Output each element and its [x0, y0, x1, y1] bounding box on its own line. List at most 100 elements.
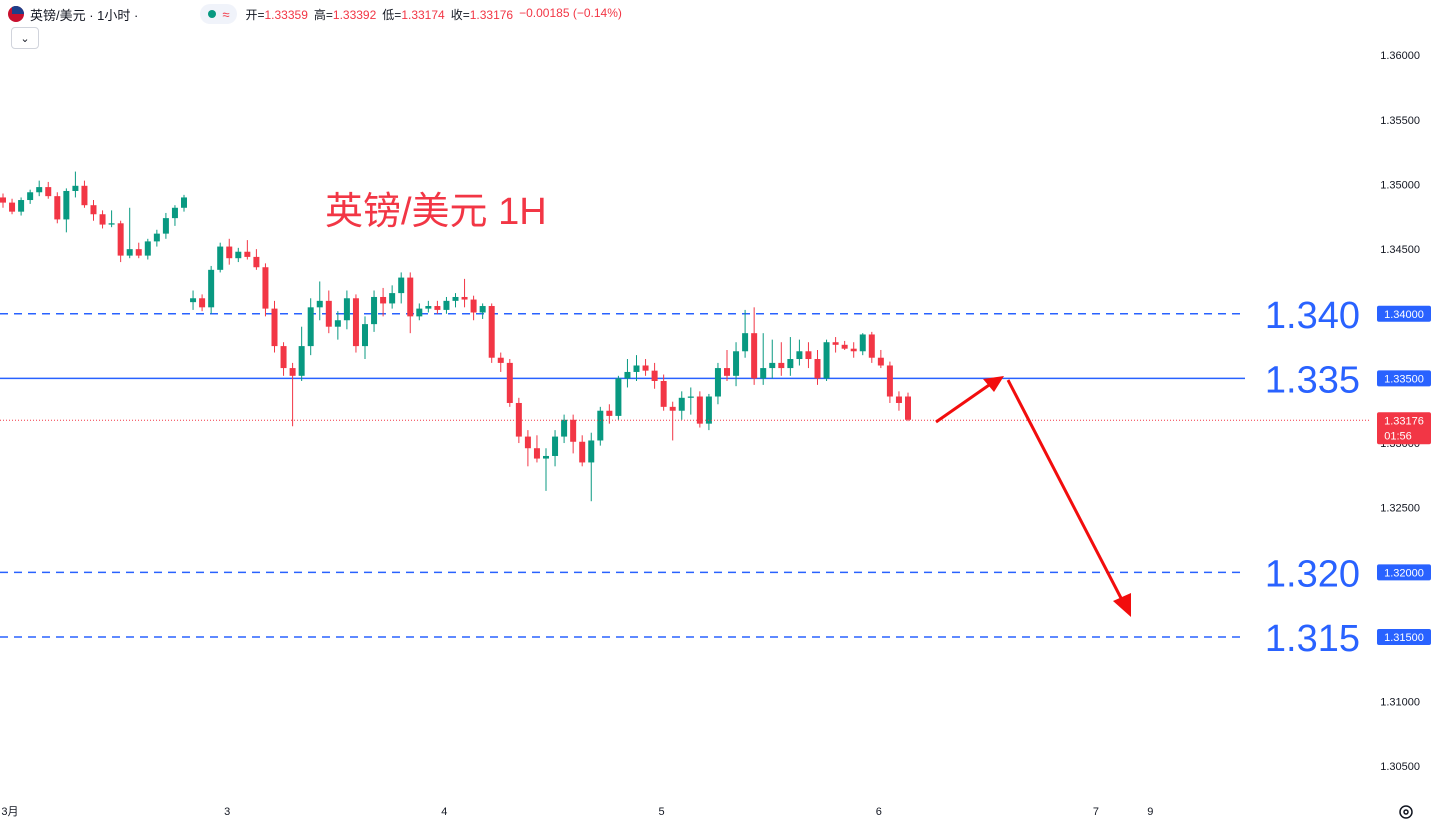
chart-title: 英镑/美元 1H — [325, 191, 547, 233]
candle-body — [389, 293, 396, 304]
candle-body — [714, 368, 721, 397]
candle-body — [579, 441, 586, 463]
candle-body — [796, 351, 803, 360]
candle-body — [669, 406, 676, 411]
candle-body — [334, 320, 341, 327]
candle-body — [461, 296, 468, 300]
countdown-timer: 01:56 — [1384, 430, 1412, 442]
candle-body — [561, 419, 568, 437]
settings-icon[interactable] — [1399, 805, 1413, 819]
ohlc-readout: 开=1.33359 高=1.33392 低=1.33174 收=1.33176 … — [245, 6, 621, 23]
close-value: 1.33176 — [469, 7, 514, 22]
level-label-1.320: 1.320 — [1265, 553, 1360, 595]
candle-body — [479, 306, 486, 313]
candle-body — [678, 397, 685, 411]
low-label: 低= — [382, 7, 402, 22]
x-tick-label: 3 — [224, 806, 230, 818]
gbp-usd-flag-icon — [8, 6, 24, 22]
candle-body — [877, 357, 884, 366]
x-tick-label: 9 — [1147, 806, 1153, 818]
candle-body — [181, 197, 187, 208]
level-tag — [1377, 564, 1431, 581]
low-value: 1.33174 — [401, 7, 445, 22]
collapse-legend-button[interactable]: ⌄ — [11, 27, 39, 49]
candle-body — [832, 342, 839, 345]
candle-body — [660, 381, 667, 407]
candle-body — [45, 187, 52, 197]
level-tag — [1377, 628, 1431, 645]
candle-body — [570, 419, 577, 442]
symbol-title[interactable]: 英镑/美元 · 1小时 · — [30, 7, 139, 23]
candle-body — [814, 359, 821, 379]
candle-body — [280, 346, 287, 369]
market-open-dot-icon — [208, 10, 217, 18]
candle-body — [515, 402, 522, 437]
candle-body — [398, 277, 405, 294]
wave-icon: ≈ — [222, 6, 230, 22]
y-tick-label: 1.35000 — [1380, 180, 1420, 192]
candle-body — [787, 359, 794, 369]
candle-body — [452, 296, 459, 301]
candle-body — [208, 269, 215, 308]
candle-body — [108, 223, 115, 225]
x-tick-label: 3月 — [1, 806, 18, 818]
candle-body — [307, 307, 314, 347]
arrow-up-head — [983, 376, 1004, 392]
candle-body — [325, 300, 332, 327]
arrow-down-line — [1006, 379, 1124, 601]
level-label-1.315: 1.315 — [1265, 618, 1360, 660]
candle-body — [244, 251, 251, 257]
candle-body — [651, 370, 658, 381]
candle-body — [533, 448, 540, 459]
candle-body — [633, 365, 640, 372]
candle-body — [524, 436, 531, 449]
candle-body — [696, 396, 703, 424]
current-price-tag — [1377, 412, 1431, 445]
y-tick-label: 1.31000 — [1380, 697, 1420, 709]
market-status-pill[interactable]: ≈ — [200, 4, 238, 24]
candle-body — [642, 365, 649, 371]
candle-body — [54, 196, 61, 220]
candle-body — [271, 308, 278, 347]
forecast-arrows — [935, 376, 1131, 617]
open-label: 开= — [245, 7, 265, 22]
candle-body — [470, 299, 477, 313]
candle-body — [144, 241, 151, 256]
candle-body — [371, 296, 378, 325]
close-label: 收= — [450, 7, 470, 22]
candle-body — [316, 300, 323, 308]
y-tick-label: 1.35500 — [1380, 115, 1420, 127]
level-tag-text: 1.31500 — [1384, 632, 1424, 644]
candle-body — [425, 306, 432, 309]
candle-body — [81, 185, 88, 206]
candle-body — [27, 192, 34, 201]
candle-body — [687, 396, 694, 398]
candle-body — [606, 410, 613, 416]
candle-body — [443, 300, 450, 310]
candle-body — [262, 267, 269, 309]
candle-body — [597, 410, 604, 441]
candle-body — [895, 396, 902, 403]
candle-body — [850, 348, 857, 352]
candle-body — [615, 378, 622, 416]
candle-body — [226, 246, 233, 259]
candle-body — [153, 233, 160, 242]
candle-body — [769, 362, 776, 369]
x-tick-label: 7 — [1093, 806, 1099, 818]
candle-body — [751, 333, 758, 379]
candle-body — [126, 249, 133, 256]
candle-body — [760, 368, 767, 379]
chart-header: 英镑/美元 · 1小时 · ≈ 开=1.33359 高=1.33392 低=1.… — [8, 4, 622, 24]
candle-body — [18, 200, 25, 212]
candle-body — [343, 298, 350, 321]
high-value: 1.33392 — [332, 7, 377, 22]
candle-body — [733, 351, 740, 376]
change-value: −0.00185 (−0.14%) — [519, 5, 622, 20]
chevron-down-icon: ⌄ — [20, 32, 30, 45]
candle-body — [724, 368, 730, 376]
candle-body — [380, 296, 387, 304]
candle-body — [117, 223, 124, 256]
y-tick-label: 1.30500 — [1380, 761, 1420, 773]
candle-body — [289, 368, 296, 376]
